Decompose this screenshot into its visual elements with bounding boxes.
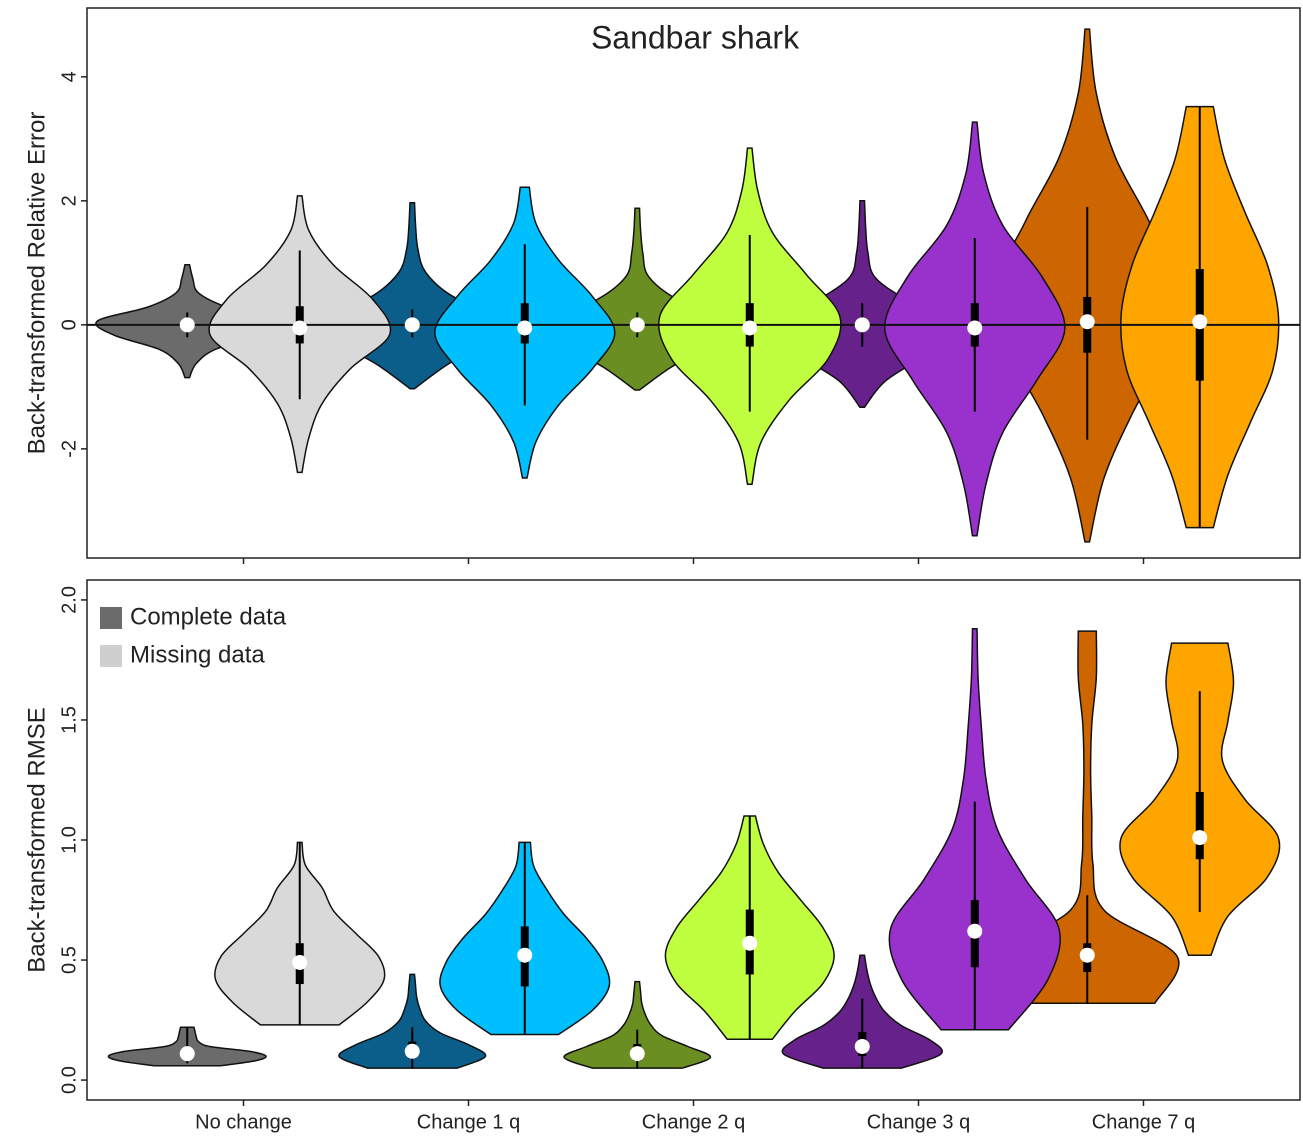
legend-label: Complete data [130, 603, 287, 630]
y-tick-label: 4 [58, 71, 80, 82]
median [629, 317, 645, 333]
y-axis-label: Back-transformed Relative Error [23, 112, 50, 455]
y-tick-label: 2 [58, 195, 80, 206]
x-tick-label: Change 7 q [1092, 1111, 1195, 1133]
median [292, 320, 308, 336]
y-tick-label: 0.0 [58, 1066, 80, 1094]
median [404, 1043, 420, 1059]
median [179, 1046, 195, 1062]
median [854, 1038, 870, 1054]
median [967, 923, 983, 939]
median [742, 320, 758, 336]
median [967, 320, 983, 336]
y-tick-label: 1.0 [58, 826, 80, 854]
y-tick-label: -2 [58, 440, 80, 458]
y-axis-label: Back-transformed RMSE [23, 707, 50, 972]
x-tick-label: Change 2 q [642, 1111, 745, 1133]
y-tick-label: 0 [58, 319, 80, 330]
median [629, 1046, 645, 1062]
box [1195, 791, 1204, 860]
chart-title: Sandbar shark [591, 19, 800, 55]
y-tick-label: 2.0 [58, 586, 80, 614]
median [517, 947, 533, 963]
median [179, 317, 195, 333]
violin [563, 980, 712, 1069]
median [1079, 947, 1095, 963]
legend-swatch [100, 645, 122, 667]
median [292, 954, 308, 970]
median [404, 317, 420, 333]
median [1192, 314, 1208, 330]
legend-swatch [100, 607, 122, 629]
median [854, 317, 870, 333]
y-tick-label: 1.5 [58, 706, 80, 734]
y-tick-label: 0.5 [58, 946, 80, 974]
median [1192, 830, 1208, 846]
median [517, 320, 533, 336]
x-tick-label: Change 3 q [867, 1111, 970, 1133]
legend-label: Missing data [130, 641, 265, 668]
x-tick-label: No change [195, 1111, 292, 1133]
median [742, 935, 758, 951]
median [1079, 314, 1095, 330]
violin [338, 973, 487, 1069]
x-tick-label: Change 1 q [417, 1111, 520, 1133]
